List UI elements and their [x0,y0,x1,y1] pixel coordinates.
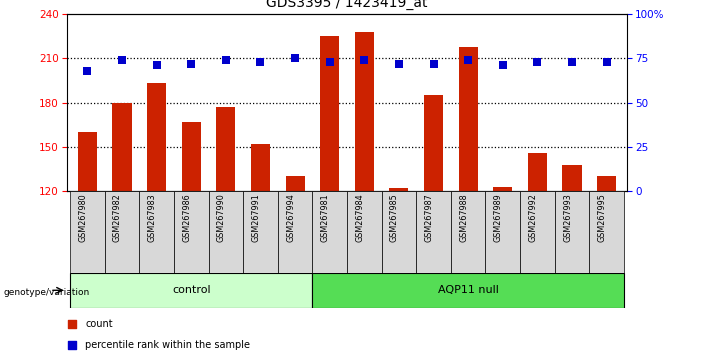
Bar [355,32,374,191]
Text: GSM267989: GSM267989 [494,194,503,242]
Text: GSM267983: GSM267983 [148,194,156,242]
Bar [562,165,582,191]
Text: GSM267994: GSM267994 [286,194,295,242]
Bar [590,191,624,273]
Text: GSM267985: GSM267985 [390,194,399,242]
Text: GSM267995: GSM267995 [598,194,606,242]
Text: GSM267987: GSM267987 [425,194,433,242]
Bar [70,273,313,308]
Bar [381,191,416,273]
Point [220,57,231,63]
Text: GSM267981: GSM267981 [320,194,329,242]
Text: GSM267993: GSM267993 [563,194,572,242]
Bar [451,191,486,273]
Bar [278,191,313,273]
Point [566,59,578,65]
Bar [70,191,104,273]
Bar [494,187,512,191]
Bar [389,188,409,191]
Text: GSM267982: GSM267982 [113,194,122,242]
Bar [458,47,477,191]
Point [82,68,93,74]
Bar [208,191,243,273]
Point [255,59,266,65]
Bar [347,191,381,273]
Point [428,61,439,67]
Bar [313,273,624,308]
Bar [520,191,554,273]
Point [532,59,543,65]
Text: percentile rank within the sample: percentile rank within the sample [85,340,250,350]
Bar [597,176,616,191]
Bar [78,132,97,191]
Point [393,245,404,250]
Bar [416,191,451,273]
Text: GSM267988: GSM267988 [459,194,468,242]
Bar [285,176,305,191]
Text: GSM267990: GSM267990 [217,194,226,242]
Bar [251,144,270,191]
Point [186,61,197,67]
Bar [139,191,174,273]
Bar [217,107,236,191]
Bar [554,191,590,273]
Text: GSM267986: GSM267986 [182,194,191,242]
Point [290,56,301,61]
Point [116,57,128,63]
Point [393,61,404,67]
Text: GSM267984: GSM267984 [355,194,365,242]
Bar [243,191,278,273]
Point [151,63,162,68]
Point [393,56,404,62]
Text: GSM267980: GSM267980 [79,194,88,242]
Point [359,57,370,63]
Point [601,59,612,65]
Bar [320,36,339,191]
Text: genotype/variation: genotype/variation [4,287,90,297]
Bar [104,191,139,273]
Point [497,63,508,68]
Bar [112,103,132,191]
Bar [528,153,547,191]
Point [324,59,335,65]
Bar [182,122,200,191]
Text: AQP11 null: AQP11 null [437,285,498,295]
Bar [174,191,208,273]
Bar [424,95,443,191]
Point [463,57,474,63]
Bar [313,191,347,273]
Bar [147,84,166,191]
Title: GDS3395 / 1423419_at: GDS3395 / 1423419_at [266,0,428,10]
Text: GSM267992: GSM267992 [529,194,538,242]
Text: GSM267991: GSM267991 [252,194,261,242]
Bar [486,191,520,273]
Text: count: count [85,319,113,329]
Text: control: control [172,285,210,295]
